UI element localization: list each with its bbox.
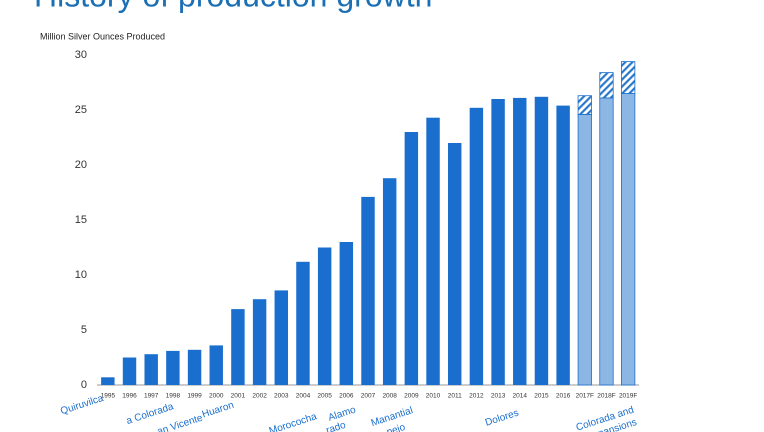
x-tick-label: 2008: [382, 393, 397, 400]
x-tick-label: 2006: [339, 393, 354, 400]
annotation: Morococha: [268, 411, 319, 432]
bar: [144, 354, 158, 385]
bar: [534, 96, 549, 386]
y-tick-label: 15: [75, 214, 87, 226]
x-tick-label: 2013: [491, 393, 506, 400]
x-tick-label: 1998: [166, 393, 181, 400]
x-tick-label: 2000: [209, 393, 224, 400]
bar: [491, 99, 505, 385]
x-tick-label: 2010: [426, 393, 441, 400]
y-tick-label: 25: [75, 104, 87, 116]
y-tick-label: 5: [81, 324, 87, 336]
x-tick-label: 2016: [556, 393, 571, 400]
annotation: pejo: [385, 422, 407, 432]
y-tick-label: 20: [75, 159, 87, 171]
bar: [296, 261, 310, 385]
x-tick-label: 2011: [448, 393, 462, 400]
x-tick-label: 2017F: [576, 393, 594, 400]
bar: [556, 105, 570, 385]
x-tick-label: 1996: [122, 393, 137, 400]
bar: [513, 97, 527, 386]
x-tick-label: 2014: [513, 393, 528, 400]
bar: [469, 107, 484, 386]
bar: [231, 309, 245, 385]
x-tick-label: 2002: [252, 393, 267, 400]
y-tick-label: 30: [75, 49, 87, 61]
x-tick-label: 1999: [187, 393, 202, 400]
x-tick-label: 2012: [469, 393, 484, 400]
bar: [209, 345, 223, 385]
y-axis-label: Million Silver Ounces Produced: [40, 31, 165, 41]
bar: [599, 72, 614, 99]
annotation: Dolores: [484, 408, 520, 429]
bar: [339, 242, 354, 385]
x-tick-label: 2019F: [619, 393, 637, 400]
bar: [187, 349, 202, 385]
bar: [621, 61, 636, 94]
bar: [404, 132, 419, 385]
bar: [361, 196, 375, 385]
x-tick-label: 2004: [296, 393, 311, 400]
x-tick-label: 1995: [101, 393, 116, 400]
bar: [447, 143, 462, 385]
y-tick-label: 10: [75, 269, 87, 281]
bar: [122, 357, 137, 385]
x-tick-label: 2018F: [597, 393, 615, 400]
bar: [101, 377, 115, 385]
x-tick-label: 2001: [231, 393, 246, 400]
chart-title: History of production growth: [34, 0, 432, 13]
x-tick-label: 2009: [404, 393, 419, 400]
x-tick-label: 1997: [144, 393, 159, 400]
annotation: Quiruvilca: [59, 393, 105, 417]
bar: [599, 97, 614, 386]
bar: [252, 299, 267, 385]
bar: [274, 290, 289, 385]
bar: [621, 93, 636, 386]
y-tick-label: 0: [81, 379, 87, 391]
bar: [317, 247, 332, 385]
bar: [426, 117, 440, 385]
x-tick-label: 2015: [534, 393, 549, 400]
bar: [166, 350, 180, 385]
annotation: Huaron: [201, 400, 236, 421]
x-tick-label: 2007: [361, 393, 376, 400]
x-tick-label: 2005: [317, 393, 332, 400]
bar: [577, 114, 592, 386]
bar: [382, 178, 397, 385]
bar: [577, 95, 592, 115]
annotation: rado: [325, 420, 348, 432]
x-tick-label: 2003: [274, 393, 289, 400]
